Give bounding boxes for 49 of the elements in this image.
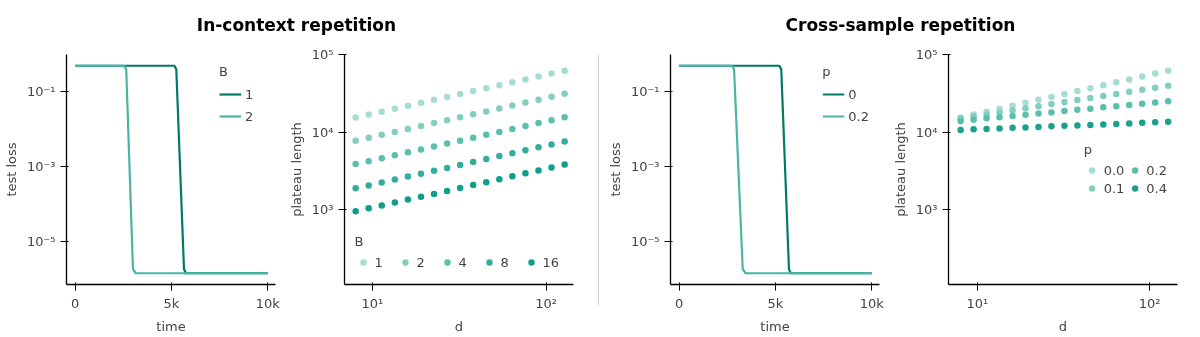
y-tick-label: 10⁻³ — [630, 159, 660, 175]
legend-title: p — [822, 64, 832, 79]
y-tick-label: 10⁴ — [311, 124, 334, 140]
y-tick-label: 10⁻¹ — [630, 84, 660, 100]
legend-label: 4 — [458, 254, 468, 270]
legend-label: 1 — [245, 86, 255, 102]
legend-title: B — [354, 234, 365, 249]
y-axis-title: plateau length — [288, 122, 304, 217]
x-tick-label: 10¹ — [361, 295, 384, 311]
legend-label: 8 — [500, 254, 510, 270]
y-tick-label: 10⁴ — [915, 124, 938, 140]
legend-label: 2 — [416, 254, 426, 270]
legend-label: 1 — [374, 254, 384, 270]
y-axis-title: test loss — [3, 142, 19, 197]
y-tick-label: 10⁵ — [311, 47, 334, 62]
x-tick-label: 0 — [71, 295, 80, 311]
chart-title: In-context repetition — [196, 14, 397, 37]
x-tick-label: 5k — [163, 295, 180, 311]
y-tick-label: 10³ — [311, 202, 334, 218]
y-axis-title: test loss — [607, 142, 623, 197]
x-axis-title: time — [760, 318, 790, 334]
legend-label: 0.0 — [1103, 162, 1125, 178]
x-tick-label: 10k — [255, 295, 281, 311]
x-tick-label: 5k — [767, 295, 784, 311]
x-tick-label: 10¹ — [966, 295, 989, 311]
y-tick-label: 10³ — [915, 202, 938, 218]
x-axis-title: time — [156, 318, 186, 334]
legend-label: 0.2 — [1146, 162, 1167, 178]
legend-title: p — [1083, 142, 1093, 157]
legend-label: 16 — [542, 254, 561, 270]
legend-label: 2 — [245, 108, 255, 124]
y-tick-label: 10⁻¹ — [26, 84, 56, 100]
x-tick-label: 10² — [535, 295, 557, 311]
legend-label: 0.4 — [1146, 180, 1167, 196]
legend-label: 0.1 — [1103, 180, 1125, 196]
x-tick-label: 10k — [859, 295, 885, 311]
chart-title: Cross-sample repetition — [785, 14, 1016, 37]
x-axis-title: d — [454, 318, 464, 334]
y-tick-label: 10⁻³ — [26, 159, 56, 175]
y-tick-label: 10⁵ — [915, 47, 938, 62]
x-axis-title: d — [1058, 318, 1068, 334]
x-tick-label: 0 — [675, 295, 684, 311]
y-tick-label: 10⁻⁵ — [26, 233, 56, 249]
legend-label: 0.2 — [848, 108, 869, 124]
x-tick-label: 10² — [1138, 295, 1161, 311]
y-axis-title: plateau length — [892, 122, 908, 217]
legend-label: 0 — [848, 86, 858, 102]
y-tick-label: 10⁻⁵ — [630, 233, 660, 249]
legend-title: B — [219, 64, 229, 79]
